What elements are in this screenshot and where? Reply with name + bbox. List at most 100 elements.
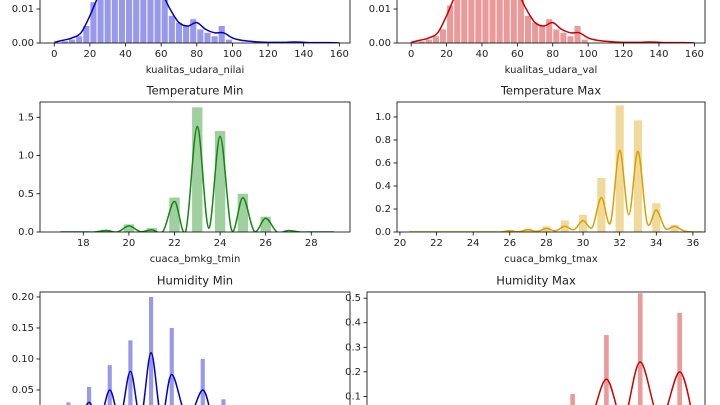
kde-line — [410, 0, 695, 43]
histogram-bar — [225, 39, 232, 43]
x-tick-label: 140 — [649, 49, 668, 60]
x-axis-label: cuaca_bmkg_tmax — [504, 254, 598, 265]
y-tick-label: 1.0 — [18, 151, 34, 162]
x-tick-label: 160 — [685, 49, 704, 60]
histogram-bar — [517, 0, 524, 43]
histogram-bar — [147, 0, 154, 43]
histogram-bar — [161, 0, 168, 43]
x-tick-label: 26 — [503, 238, 516, 249]
x-axis-label: kualitas_udara_nilai — [146, 65, 245, 76]
x-tick-label: 22 — [430, 238, 443, 249]
chart-title: Humidity Max — [496, 274, 576, 288]
histogram-bar — [183, 26, 190, 43]
histogram-bar — [637, 293, 643, 405]
histogram-bar — [90, 2, 97, 43]
histogram-bar — [260, 216, 271, 232]
histogram-bar — [211, 36, 218, 43]
plot-area — [66, 296, 226, 405]
kde-line — [85, 352, 210, 405]
histogram-bar — [461, 0, 468, 43]
axes-frame — [39, 291, 351, 405]
histogram-bar — [61, 41, 69, 43]
chart-title: Temperature Max — [500, 84, 601, 98]
histogram-bar — [570, 393, 575, 405]
y-tick-label: 0.4 — [345, 318, 361, 329]
histogram-bar — [169, 327, 174, 405]
y-tick-label: 1.5 — [18, 112, 34, 123]
histogram-bar — [454, 0, 461, 43]
histogram-bar — [496, 0, 503, 43]
histogram-bar — [107, 365, 112, 405]
y-tick-label: 0.5 — [345, 293, 361, 304]
x-tick-label: 80 — [190, 49, 203, 60]
histogram-bar — [123, 224, 135, 232]
histogram-bar — [633, 120, 643, 232]
histogram-bar — [69, 39, 76, 43]
histogram-bar — [432, 36, 439, 43]
histogram-bar — [218, 26, 225, 43]
x-tick-label: 28 — [305, 238, 318, 249]
histogram-bar — [539, 26, 546, 43]
y-tick-label: 0.1 — [345, 391, 361, 402]
histogram-bar — [97, 0, 104, 43]
x-tick-label: 32 — [613, 238, 626, 249]
histogram-bar — [510, 0, 517, 43]
histogram-bar — [66, 402, 71, 405]
histogram-bar — [560, 32, 567, 43]
y-tick-label: 0.6 — [375, 158, 391, 169]
plot-area — [409, 105, 703, 232]
histogram-bar — [475, 0, 482, 43]
y-tick-label: 0.3 — [345, 342, 361, 353]
x-tick-label: 80 — [546, 49, 559, 60]
histogram-bar — [670, 225, 679, 232]
x-tick-label: 34 — [650, 238, 663, 249]
histogram-bar — [221, 399, 226, 405]
x-tick-label: 20 — [123, 238, 136, 249]
histogram-bar — [604, 335, 609, 405]
y-tick-label: 0.05 — [12, 385, 34, 396]
y-tick-label: 0.00 — [369, 38, 391, 49]
y-tick-label: 0.01 — [369, 4, 391, 15]
y-tick-label: 1.0 — [375, 112, 391, 123]
chart-title: Humidity Min — [157, 274, 233, 288]
histogram-bar — [168, 15, 175, 43]
histogram-bar — [118, 0, 126, 43]
x-tick-label: 120 — [258, 49, 277, 60]
x-tick-label: 36 — [687, 238, 700, 249]
x-tick-label: 20 — [84, 49, 97, 60]
histogram-bar — [597, 177, 606, 232]
histogram-bar — [532, 22, 539, 43]
histogram-bar — [175, 22, 183, 43]
x-tick-label: 24 — [467, 238, 480, 249]
histogram-bar — [524, 15, 532, 43]
histogram-bar — [546, 19, 553, 43]
kde-line — [595, 361, 692, 405]
x-tick-label: 60 — [511, 49, 524, 60]
x-tick-label: 30 — [577, 238, 590, 249]
kde-line — [54, 0, 340, 43]
x-tick-label: 22 — [168, 238, 181, 249]
histogram-bar — [133, 0, 140, 43]
histogram-bar — [418, 41, 425, 43]
y-tick-label: 0.15 — [12, 323, 34, 334]
histogram-bar — [482, 0, 489, 43]
histogram-bar — [128, 340, 133, 405]
axes-frame — [396, 101, 706, 233]
x-tick-label: 24 — [214, 238, 227, 249]
histogram-bar — [652, 203, 661, 232]
histogram-bar — [578, 214, 588, 232]
y-tick-label: 0.4 — [375, 181, 391, 192]
histogram-bar — [468, 0, 475, 43]
histogram-bar — [503, 0, 510, 43]
histogram-bar — [192, 107, 203, 232]
histogram-bar — [553, 29, 560, 43]
histogram-bar — [581, 39, 588, 43]
x-axis-label: cuaca_bmkg_tmin — [150, 254, 241, 265]
x-tick-label: 18 — [77, 238, 90, 249]
axes-frame — [39, 101, 351, 233]
histogram-bar — [169, 197, 180, 232]
x-tick-label: 26 — [259, 238, 272, 249]
histogram-bar — [83, 26, 90, 43]
chart-title: Temperature Min — [146, 84, 244, 98]
